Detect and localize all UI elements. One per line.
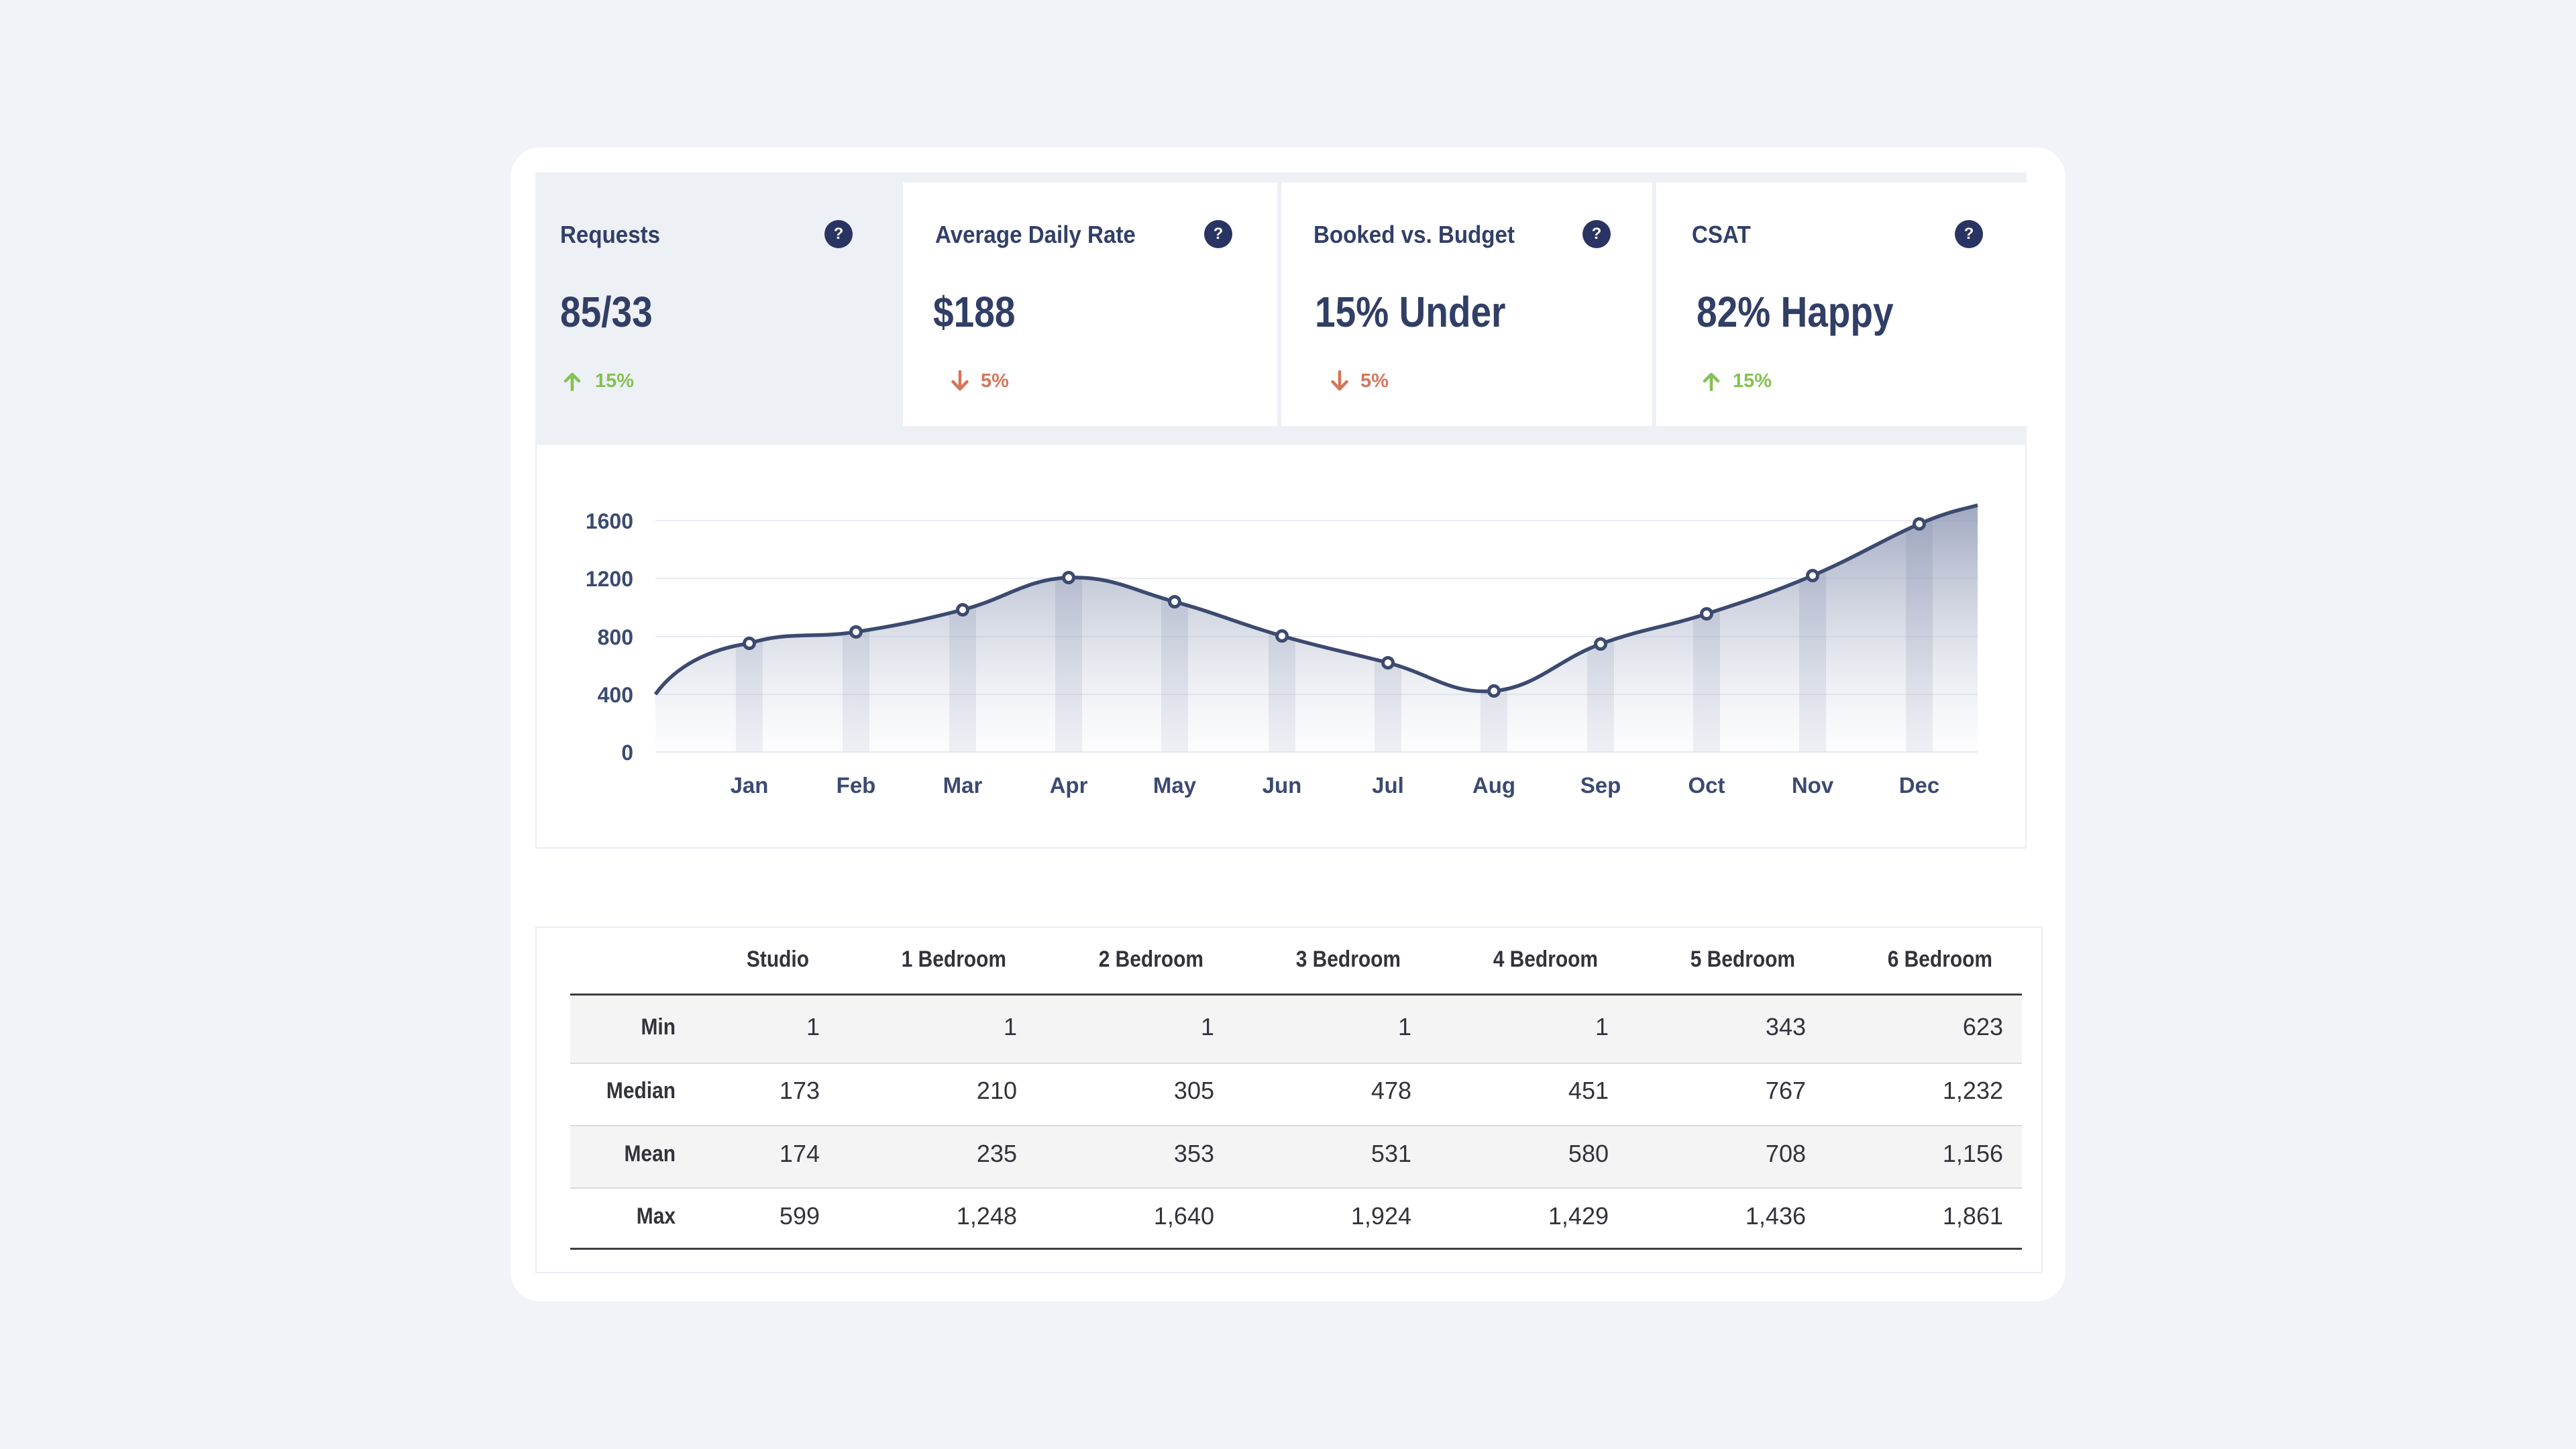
svg-text:Feb: Feb bbox=[837, 773, 876, 798]
svg-text:Dec: Dec bbox=[1899, 773, 1940, 798]
svg-text:Apr: Apr bbox=[1050, 773, 1088, 798]
svg-text:Jan: Jan bbox=[731, 773, 769, 798]
svg-text:Oct: Oct bbox=[1688, 773, 1725, 798]
svg-text:Mar: Mar bbox=[943, 773, 983, 798]
svg-text:1200: 1200 bbox=[586, 567, 633, 591]
svg-text:800: 800 bbox=[598, 625, 633, 649]
svg-text:May: May bbox=[1153, 773, 1197, 798]
svg-text:Nov: Nov bbox=[1792, 773, 1834, 798]
svg-text:400: 400 bbox=[598, 683, 633, 707]
svg-text:Aug: Aug bbox=[1472, 773, 1515, 798]
svg-text:Jun: Jun bbox=[1263, 773, 1302, 798]
svg-text:Sep: Sep bbox=[1580, 773, 1621, 798]
svg-text:0: 0 bbox=[621, 741, 633, 765]
svg-text:Jul: Jul bbox=[1372, 773, 1404, 798]
svg-text:1600: 1600 bbox=[586, 509, 633, 533]
